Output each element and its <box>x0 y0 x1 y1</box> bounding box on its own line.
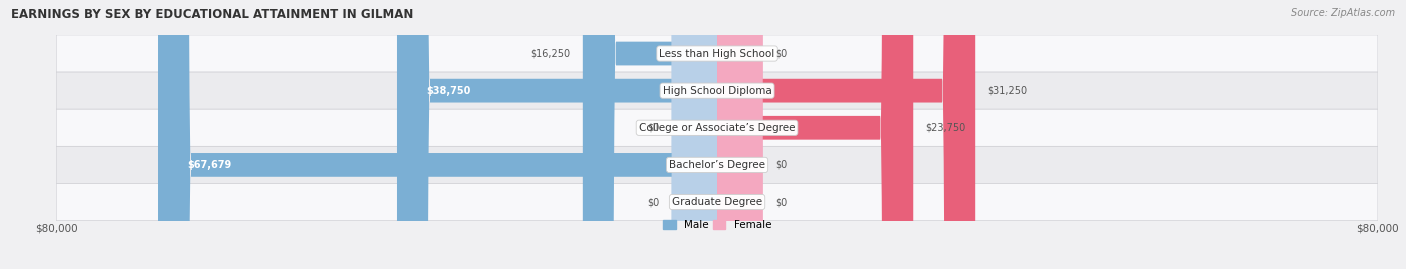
FancyBboxPatch shape <box>583 0 717 269</box>
Text: $0: $0 <box>775 160 787 170</box>
FancyBboxPatch shape <box>717 0 762 269</box>
Text: Source: ZipAtlas.com: Source: ZipAtlas.com <box>1291 8 1395 18</box>
FancyBboxPatch shape <box>56 183 1378 221</box>
Text: $31,250: $31,250 <box>987 86 1028 96</box>
Text: Less than High School: Less than High School <box>659 48 775 59</box>
Text: $0: $0 <box>775 197 787 207</box>
Text: $67,679: $67,679 <box>187 160 231 170</box>
Text: $16,250: $16,250 <box>530 48 571 59</box>
Text: Graduate Degree: Graduate Degree <box>672 197 762 207</box>
FancyBboxPatch shape <box>717 0 762 269</box>
FancyBboxPatch shape <box>672 0 717 269</box>
FancyBboxPatch shape <box>157 0 717 269</box>
FancyBboxPatch shape <box>717 0 762 269</box>
Text: $0: $0 <box>775 48 787 59</box>
Text: $23,750: $23,750 <box>925 123 966 133</box>
Text: College or Associate’s Degree: College or Associate’s Degree <box>638 123 796 133</box>
Text: $38,750: $38,750 <box>426 86 470 96</box>
Text: High School Diploma: High School Diploma <box>662 86 772 96</box>
Text: $0: $0 <box>647 123 659 133</box>
Legend: Male, Female: Male, Female <box>664 220 770 230</box>
FancyBboxPatch shape <box>396 0 717 269</box>
FancyBboxPatch shape <box>717 0 914 269</box>
Text: Bachelor’s Degree: Bachelor’s Degree <box>669 160 765 170</box>
FancyBboxPatch shape <box>56 109 1378 146</box>
FancyBboxPatch shape <box>56 35 1378 72</box>
FancyBboxPatch shape <box>56 146 1378 183</box>
Text: $0: $0 <box>647 197 659 207</box>
FancyBboxPatch shape <box>56 72 1378 109</box>
FancyBboxPatch shape <box>672 0 717 269</box>
Text: EARNINGS BY SEX BY EDUCATIONAL ATTAINMENT IN GILMAN: EARNINGS BY SEX BY EDUCATIONAL ATTAINMEN… <box>11 8 413 21</box>
FancyBboxPatch shape <box>717 0 976 269</box>
